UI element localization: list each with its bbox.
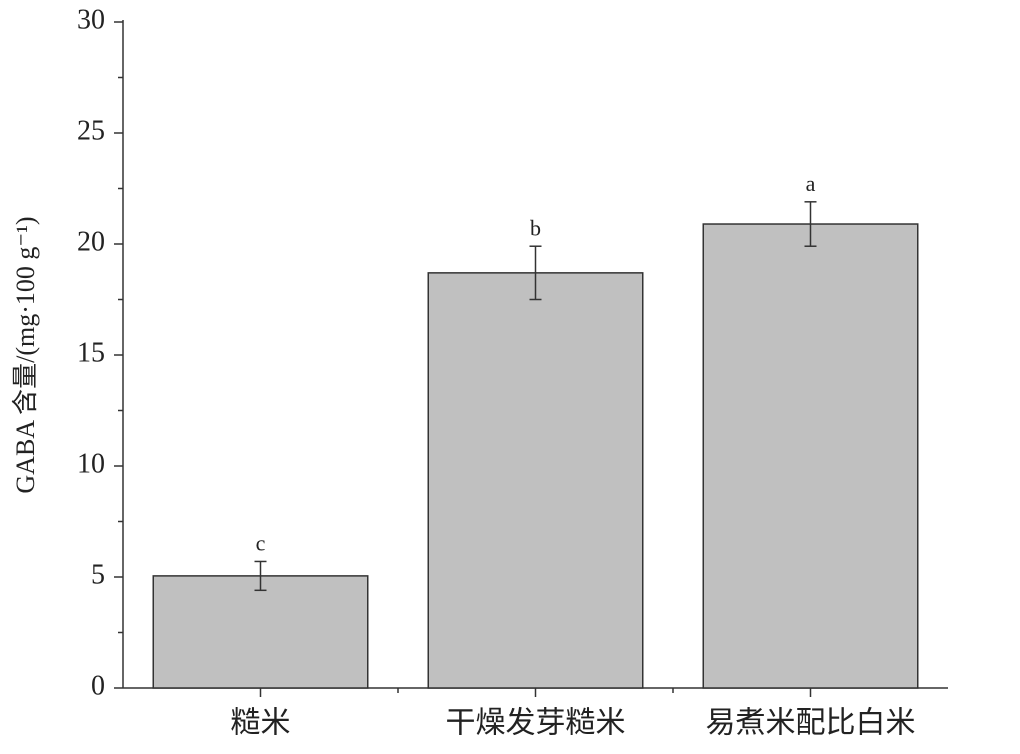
y-tick-label: 25 — [77, 115, 105, 146]
x-tick-label: 糙米 — [231, 706, 291, 741]
significance-label: c — [256, 531, 266, 556]
bar — [427, 272, 644, 689]
significance-label: a — [806, 171, 816, 196]
y-tick-label: 10 — [77, 448, 105, 479]
y-tick-label: 0 — [91, 670, 105, 701]
x-tick-label: 易煮米配比白米 — [706, 706, 916, 741]
y-tick-label: 20 — [77, 226, 105, 257]
bar — [702, 223, 919, 689]
y-tick-label: 30 — [77, 4, 105, 35]
y-tick-label: 5 — [91, 559, 105, 590]
y-tick-label: 15 — [77, 337, 105, 368]
significance-label: b — [530, 215, 541, 240]
y-axis-label: GABA 含量/(mg·100 g⁻¹) — [11, 216, 40, 493]
x-tick-label: 干燥发芽糙米 — [446, 706, 626, 741]
bar — [152, 575, 369, 689]
